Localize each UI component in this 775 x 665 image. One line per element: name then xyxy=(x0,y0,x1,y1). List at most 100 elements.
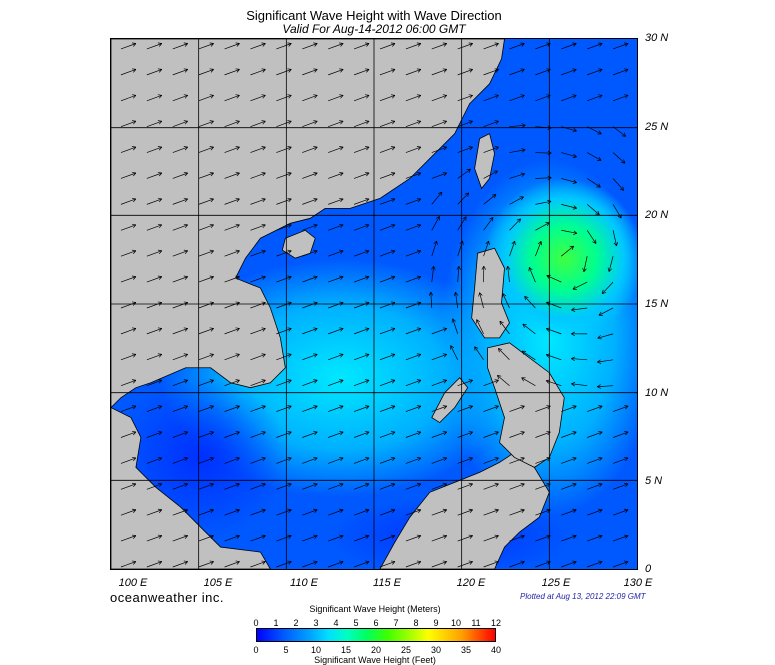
wave-arrowhead xyxy=(236,328,240,332)
lon-label-110e: 110 E xyxy=(290,577,318,589)
wave-arrow xyxy=(302,535,318,542)
wave-arrowhead xyxy=(365,379,370,381)
wave-arrowhead xyxy=(430,291,434,296)
wave-arrow xyxy=(224,69,240,76)
wave-arrowhead xyxy=(522,323,525,328)
wave-arrowhead xyxy=(624,456,629,459)
wave-arrow xyxy=(198,69,214,76)
wave-arrow xyxy=(535,535,551,542)
wave-arrowhead xyxy=(495,535,499,539)
wave-arrowhead xyxy=(416,405,421,407)
wave-arrow xyxy=(353,457,370,464)
wave-arrowhead xyxy=(340,457,344,462)
lon-label-105e: 105 E xyxy=(203,577,233,589)
wave-arrowhead xyxy=(157,431,162,433)
wave-arrow xyxy=(250,120,266,127)
wave-arrowhead xyxy=(571,358,575,362)
wave-arrowhead xyxy=(235,197,240,200)
wave-arrowhead xyxy=(599,561,603,565)
wave-arrow xyxy=(120,43,137,50)
wave-arrow xyxy=(405,198,421,205)
wave-arrowhead xyxy=(431,266,434,270)
wave-arrow xyxy=(405,250,421,257)
wave-arrow xyxy=(120,353,137,361)
wave-arrowhead xyxy=(183,120,188,122)
wave-arrowhead xyxy=(158,198,163,203)
wave-arrowhead xyxy=(540,241,543,246)
wave-arrowhead xyxy=(416,275,421,277)
wave-arrow xyxy=(353,483,370,490)
wave-arrow xyxy=(198,379,214,387)
wave-arrow xyxy=(224,198,240,205)
wave-arrowhead xyxy=(184,535,189,539)
wave-arrow xyxy=(198,302,214,309)
wave-arrowhead xyxy=(392,379,396,384)
wave-arrow xyxy=(597,333,614,339)
wave-arrowhead xyxy=(520,534,525,536)
wave-arrow xyxy=(172,353,188,361)
wave-arrowhead xyxy=(573,95,577,99)
wave-arrow xyxy=(276,69,292,76)
wave-arrowhead xyxy=(433,266,436,271)
wave-arrowhead xyxy=(262,561,266,565)
wave-arrowhead xyxy=(340,146,344,151)
wave-arrowhead xyxy=(416,508,421,511)
wave-arrowhead xyxy=(313,68,318,70)
wave-arrowhead xyxy=(133,276,137,280)
wave-arrow xyxy=(120,276,137,283)
wave-arrowhead xyxy=(313,120,318,122)
colorbar-meter-tick: 4 xyxy=(333,618,339,628)
wave-arrowhead xyxy=(314,69,318,73)
wave-arrowhead xyxy=(468,94,473,96)
wave-arrowhead xyxy=(157,68,162,70)
wave-arrowhead xyxy=(339,534,344,536)
wave-arrow xyxy=(302,276,318,283)
wave-arrowhead xyxy=(417,379,422,384)
wave-arrowhead xyxy=(494,68,499,70)
wave-arrow xyxy=(379,172,396,179)
wave-arrow xyxy=(483,509,499,516)
wave-arrow xyxy=(379,250,396,257)
wave-arrow xyxy=(250,535,266,542)
wave-arrow xyxy=(483,457,499,464)
wave-arrowhead xyxy=(416,146,421,148)
wave-arrowhead xyxy=(476,319,481,323)
wave-arrow xyxy=(276,146,292,153)
wave-arrow xyxy=(328,535,344,542)
wave-arrow xyxy=(612,535,629,542)
wave-arrow xyxy=(146,561,162,568)
wave-arrow xyxy=(431,457,447,464)
wave-arrowhead xyxy=(288,302,292,306)
wave-arrow xyxy=(250,198,266,205)
wave-arrow xyxy=(224,457,240,464)
wave-arrowhead xyxy=(417,302,422,306)
wave-arrow xyxy=(379,43,396,50)
wave-arrowhead xyxy=(287,353,292,355)
wave-arrowhead xyxy=(184,405,189,410)
wave-arrowhead xyxy=(572,42,577,44)
wave-arrowhead xyxy=(210,483,214,488)
wave-arrowhead xyxy=(625,431,629,436)
wave-arrow xyxy=(302,250,318,257)
wave-arrowhead xyxy=(313,379,318,381)
wave-arrowhead xyxy=(365,42,370,44)
wave-arrowhead xyxy=(288,535,292,539)
wave-arrowhead xyxy=(314,120,318,125)
wave-arrowhead xyxy=(133,198,137,203)
wave-arrow xyxy=(198,146,214,153)
wave-arrowhead xyxy=(571,356,576,359)
wave-arrow xyxy=(379,483,396,490)
wave-arrow xyxy=(587,483,603,490)
wave-arrow xyxy=(328,276,344,283)
wave-arrowhead xyxy=(468,482,473,485)
wave-arrowhead xyxy=(210,561,214,565)
wave-arrowhead xyxy=(365,197,370,200)
wave-arrowhead xyxy=(624,431,629,433)
wave-arrow xyxy=(546,328,562,335)
wave-direction-arrows xyxy=(120,42,629,568)
wave-arrowhead xyxy=(366,250,370,254)
wave-arrowhead xyxy=(210,354,214,358)
wave-arrowhead xyxy=(340,250,344,254)
wave-arrowhead xyxy=(572,94,577,96)
wave-arrowhead xyxy=(313,456,318,459)
